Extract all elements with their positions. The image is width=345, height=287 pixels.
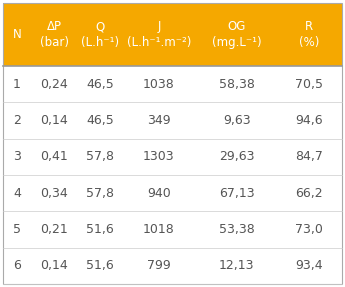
Text: 1: 1: [13, 78, 21, 91]
Text: 1018: 1018: [143, 223, 175, 236]
Text: 1038: 1038: [143, 78, 175, 91]
Bar: [3, 66, 342, 102]
Text: 0,14: 0,14: [40, 259, 68, 272]
Text: 51,6: 51,6: [86, 223, 114, 236]
Bar: [3, 248, 342, 284]
Text: 67,13: 67,13: [219, 187, 255, 200]
Text: 73,0: 73,0: [296, 223, 323, 236]
Text: 46,5: 46,5: [86, 78, 114, 91]
Text: 29,63: 29,63: [219, 150, 255, 164]
Bar: [3, 102, 342, 139]
Text: 51,6: 51,6: [86, 259, 114, 272]
Text: 0,14: 0,14: [40, 114, 68, 127]
Text: 12,13: 12,13: [219, 259, 255, 272]
Text: 4: 4: [13, 187, 21, 200]
Text: N: N: [13, 28, 21, 41]
Text: 349: 349: [147, 114, 171, 127]
Text: OG
(mg.L⁻¹): OG (mg.L⁻¹): [212, 20, 262, 49]
Text: 84,7: 84,7: [296, 150, 323, 164]
Bar: [3, 139, 342, 175]
Text: 70,5: 70,5: [295, 78, 323, 91]
Text: 57,8: 57,8: [86, 150, 114, 164]
Text: 9,63: 9,63: [223, 114, 250, 127]
Text: 940: 940: [147, 187, 171, 200]
Text: ΔP
(bar): ΔP (bar): [40, 20, 69, 49]
Text: 6: 6: [13, 259, 21, 272]
Text: 799: 799: [147, 259, 171, 272]
Text: 66,2: 66,2: [296, 187, 323, 200]
Text: 53,38: 53,38: [219, 223, 255, 236]
Text: Q
(L.h⁻¹): Q (L.h⁻¹): [81, 20, 119, 49]
Text: R
(%): R (%): [299, 20, 319, 49]
Text: 0,41: 0,41: [40, 150, 68, 164]
Text: 57,8: 57,8: [86, 187, 114, 200]
Text: 1303: 1303: [143, 150, 175, 164]
Text: 5: 5: [13, 223, 21, 236]
Text: 3: 3: [13, 150, 21, 164]
Bar: [3, 175, 342, 212]
Bar: [3, 3, 342, 66]
Text: 0,21: 0,21: [40, 223, 68, 236]
Text: 93,4: 93,4: [296, 259, 323, 272]
Text: 0,34: 0,34: [40, 187, 68, 200]
Text: 0,24: 0,24: [40, 78, 68, 91]
Bar: [3, 212, 342, 248]
Text: 46,5: 46,5: [86, 114, 114, 127]
Text: 94,6: 94,6: [296, 114, 323, 127]
Text: 58,38: 58,38: [219, 78, 255, 91]
Text: 2: 2: [13, 114, 21, 127]
Text: J
(L.h⁻¹.m⁻²): J (L.h⁻¹.m⁻²): [127, 20, 191, 49]
